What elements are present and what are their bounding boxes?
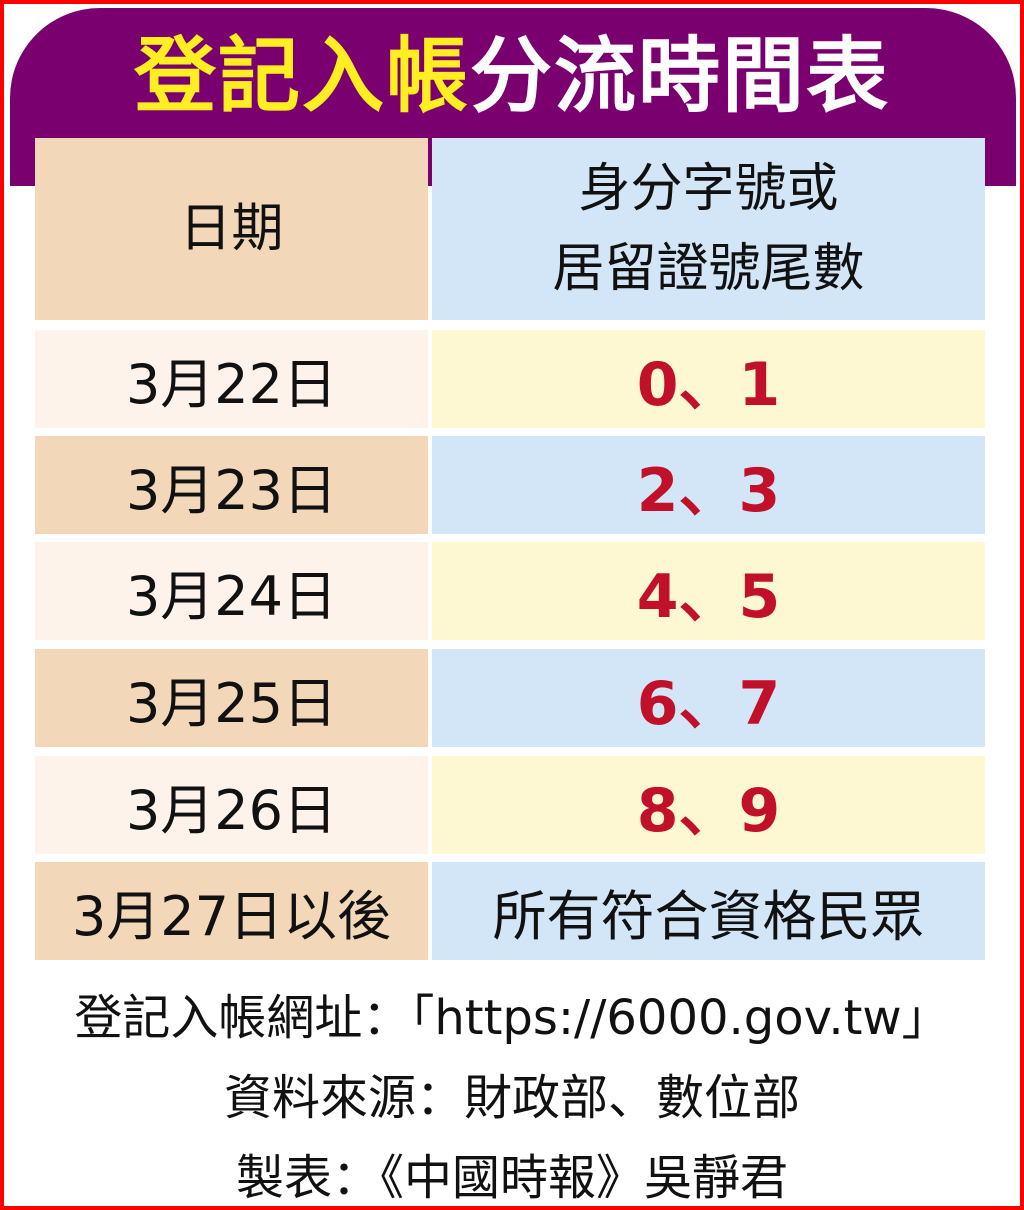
row-digits: 0、1 — [432, 330, 985, 428]
row-date: 3月23日 — [35, 436, 428, 534]
row-date: 3月22日 — [35, 330, 428, 428]
credit-line: 製表：《中國時報》吳靜君 — [235, 1150, 788, 1206]
header-id-line1: 身分字號或 — [578, 159, 839, 219]
row-digits: 8、9 — [432, 756, 985, 854]
row-date: 3月25日 — [35, 649, 428, 747]
row-date: 3月26日 — [35, 756, 428, 854]
row-date: 3月27日以後 — [35, 862, 428, 960]
row-digits: 所有符合資格民眾 — [432, 862, 985, 960]
url-line: 登記入帳網址：「https://6000.gov.tw」 — [74, 990, 950, 1046]
title-rest: 分流時間表 — [470, 29, 891, 124]
header-id: 身分字號或居留證號尾數 — [432, 138, 985, 320]
header-date: 日期 — [35, 138, 428, 320]
row-digits: 6、7 — [432, 649, 985, 747]
row-digits: 4、5 — [432, 542, 985, 640]
row-digits: 2、3 — [432, 436, 985, 534]
source-line: 資料來源：財政部、數位部 — [223, 1070, 800, 1126]
page-title: 登記入帳分流時間表 — [0, 22, 1024, 132]
row-date: 3月24日 — [35, 542, 428, 640]
header-id-line2: 居留證號尾數 — [552, 239, 865, 299]
title-highlight: 登記入帳 — [133, 29, 470, 124]
